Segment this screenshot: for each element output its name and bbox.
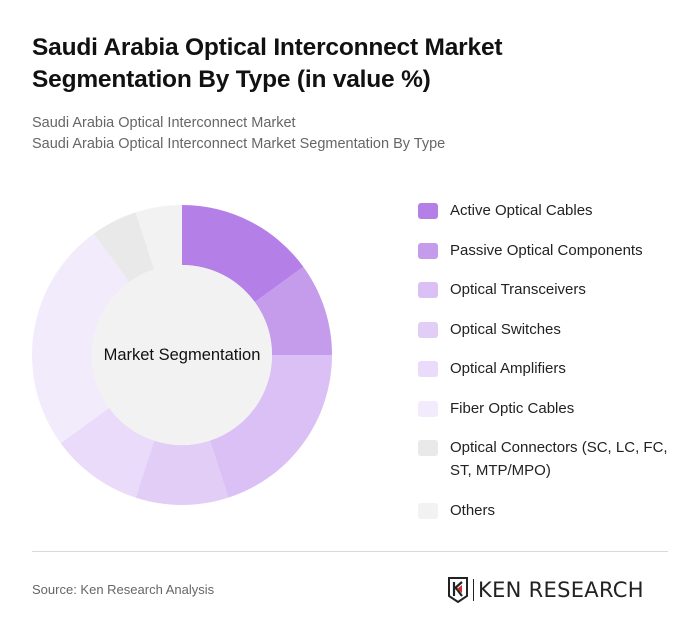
legend-item: Optical Amplifiers [418,357,688,380]
donut-segment [209,355,332,498]
legend-item: Optical Transceivers [418,278,688,301]
legend-item: Active Optical Cables [418,199,688,222]
donut-segment [60,407,155,498]
donut-segment [182,205,304,303]
legend-swatch [418,282,438,298]
chart-legend: Active Optical Cables Passive Optical Com… [418,199,688,522]
legend-swatch [418,203,438,219]
donut-svg [32,205,332,505]
legend-label: Optical Transceivers [450,281,586,298]
legend-item: Optical Switches [418,318,688,341]
legend-item: Fiber Optic Cables [418,397,688,420]
legend-item: Optical Connectors (SC, LC, FC, ST, MTP/… [418,436,688,482]
legend-swatch [418,242,438,259]
donut-center-label: Market Segmentation [103,345,261,364]
ken-logo-shield-icon [448,577,468,603]
legend-label: Optical Connectors (SC, LC, FC, ST, MTP/… [450,439,668,479]
logo-text: KEN RESEARCH [478,578,644,602]
legend-label: Passive Optical Components [450,241,643,259]
legend-swatch [418,440,438,456]
legend-label: Active Optical Cables [450,202,593,219]
donut-segment [254,266,332,355]
legend-swatch [418,321,438,338]
subtitle-segmentation: Saudi Arabia Optical Interconnect Market… [32,136,446,152]
donut-chart: Market Segmentation [32,205,332,505]
subtitle-market: Saudi Arabia Optical Interconnect Market [32,115,296,131]
legend-swatch [418,502,438,519]
legend-item: Others [418,499,688,522]
legend-swatch [418,400,438,417]
footer-divider [32,551,668,552]
legend-item: Passive Optical Components [418,239,688,262]
logo-divider [473,579,474,601]
legend-label: Optical Switches [450,320,561,338]
donut-segment [135,440,229,505]
chart-subtitle: Saudi Arabia Optical Interconnect Market… [32,113,445,155]
chart-title: Saudi Arabia Optical Interconnect Market… [32,34,503,93]
legend-label: Others [450,501,496,519]
legend-label: Fiber Optic Cables [450,399,575,417]
legend-swatch [418,361,438,377]
donut-segment [32,233,130,444]
source-note: Source: Ken Research Analysis [32,582,215,597]
donut-segment [93,212,155,283]
legend-label: Optical Amplifiers [450,360,566,377]
ken-research-logo: KEN RESEARCH [447,577,644,603]
donut-segment [135,205,182,270]
donut-hole [92,265,272,445]
